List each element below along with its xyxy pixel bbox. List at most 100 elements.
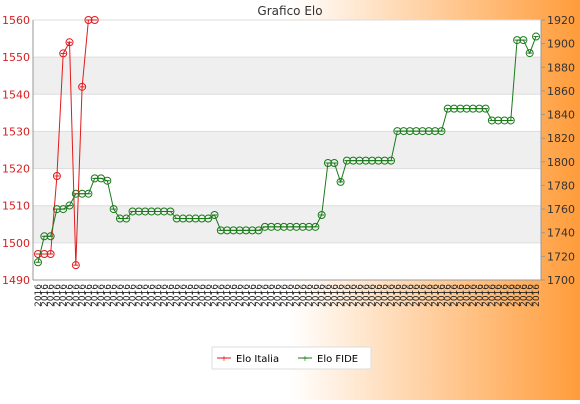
data-point-elo-fide — [59, 205, 68, 214]
x-tick-label: 2016 — [355, 284, 365, 307]
plot-band — [33, 205, 541, 243]
data-point-elo-fide — [46, 232, 55, 241]
right-tick-label: 1760 — [547, 203, 575, 216]
data-point-elo-fide — [134, 207, 143, 216]
x-tick-label: 2016 — [261, 284, 271, 307]
x-tick-label: 2016 — [242, 284, 252, 307]
x-tick-label: 2016 — [211, 284, 221, 307]
x-tick-label: 2016 — [34, 284, 44, 307]
data-point-elo-fide — [109, 205, 118, 214]
data-point-elo-fide — [311, 222, 320, 231]
x-tick-label: 2016 — [519, 284, 529, 307]
legend: + Elo Italia + Elo FIDE — [211, 346, 372, 370]
x-tick-label: 2016 — [160, 284, 170, 307]
data-point-elo-fide — [399, 127, 408, 136]
data-point-elo-fide — [147, 207, 156, 216]
x-tick-label: 2016 — [500, 284, 510, 307]
x-tick-label: 2016 — [437, 284, 447, 307]
data-point-elo-fide — [210, 211, 219, 219]
x-tick-label: 2016 — [292, 284, 302, 307]
data-point-elo-fide — [368, 156, 377, 165]
left-tick-label: 1520 — [2, 163, 30, 176]
legend-label-elo-italia: Elo Italia — [236, 354, 279, 365]
x-tick-label: 2016 — [532, 284, 542, 307]
data-point-elo-fide — [242, 226, 251, 235]
left-axis: 1490 1500 1510 1520 1530 1540 1550 1560 — [2, 14, 34, 287]
data-point-elo-fide — [481, 104, 490, 113]
x-tick-label: 2016 — [59, 284, 69, 307]
data-point-elo-fide — [437, 127, 446, 136]
plot-band — [33, 57, 541, 95]
series-layer — [34, 16, 540, 270]
data-point-elo-fide — [197, 214, 206, 223]
grid-lines — [33, 19, 541, 281]
x-tick-label: 2016 — [343, 284, 353, 307]
data-point-elo-italia — [40, 250, 49, 258]
x-tick-label: 2016 — [84, 284, 94, 307]
data-point-elo-fide — [349, 156, 358, 165]
data-point-elo-fide — [513, 36, 522, 45]
x-tick-label: 2016 — [431, 284, 441, 307]
x-tick-label: 2016 — [91, 284, 101, 307]
data-point-elo-fide — [229, 226, 238, 235]
data-point-elo-fide — [317, 211, 326, 219]
right-tick-label: 1880 — [547, 61, 575, 74]
data-point-elo-italia — [46, 250, 55, 258]
data-point-elo-fide — [487, 116, 496, 125]
x-tick-label: 2016 — [299, 284, 309, 307]
right-tick-label: 1900 — [547, 38, 575, 51]
legend-box — [211, 346, 372, 370]
data-point-elo-fide — [305, 222, 314, 231]
data-point-elo-italia — [90, 16, 99, 24]
x-tick-label: 2016 — [419, 284, 429, 307]
data-point-elo-fide — [355, 156, 364, 165]
x-tick-label: 2016 — [198, 284, 208, 307]
x-tick-label: 2016 — [116, 284, 126, 307]
data-point-elo-fide — [267, 222, 276, 231]
data-point-elo-fide — [204, 214, 213, 223]
data-point-elo-fide — [412, 127, 421, 136]
right-tick-label: 1720 — [547, 250, 575, 263]
data-point-elo-fide — [298, 222, 307, 231]
data-point-elo-italia — [84, 16, 93, 24]
data-point-elo-fide — [254, 226, 263, 235]
x-tick-label: 2016 — [305, 284, 315, 307]
x-tick-label: 2016 — [349, 284, 359, 307]
x-tick-label: 2016 — [311, 284, 321, 307]
data-point-elo-fide — [248, 226, 257, 235]
x-tick-label: 2016 — [103, 284, 113, 307]
data-point-elo-fide — [494, 116, 503, 125]
data-point-elo-italia — [34, 250, 42, 258]
x-tick-label: 2016 — [122, 284, 132, 307]
x-tick-label: 2016 — [450, 284, 460, 307]
x-tick-label: 2016 — [223, 284, 233, 307]
right-tick-label: 1700 — [547, 274, 575, 287]
x-tick-label: 2016 — [324, 284, 334, 307]
x-tick-label: 2016 — [47, 284, 57, 307]
data-point-elo-italia — [65, 38, 74, 47]
x-tick-label: 2016 — [526, 284, 536, 307]
x-tick-label: 2016 — [475, 284, 485, 307]
x-tick-label: 2016 — [393, 284, 403, 307]
left-tick-label: 1550 — [2, 51, 30, 64]
data-point-elo-fide — [185, 214, 194, 223]
data-point-elo-fide — [330, 159, 339, 167]
data-point-elo-fide — [191, 214, 200, 223]
data-point-elo-fide — [223, 226, 232, 235]
x-tick-label: 2016 — [469, 284, 479, 307]
data-point-elo-fide — [260, 222, 269, 231]
left-tick-label: 1560 — [2, 14, 30, 27]
data-point-elo-fide — [122, 214, 131, 223]
data-point-elo-fide — [273, 222, 282, 231]
legend-marker-elo-fide: + — [302, 354, 309, 363]
data-point-elo-fide — [166, 207, 175, 216]
data-point-elo-fide — [336, 177, 345, 186]
data-point-elo-fide — [374, 156, 383, 165]
right-tick-label: 1740 — [547, 227, 575, 240]
x-tick-label: 2016 — [236, 284, 246, 307]
x-tick-label: 2016 — [274, 284, 284, 307]
left-tick-label: 1540 — [2, 88, 30, 101]
x-tick-label: 2016 — [507, 284, 517, 307]
